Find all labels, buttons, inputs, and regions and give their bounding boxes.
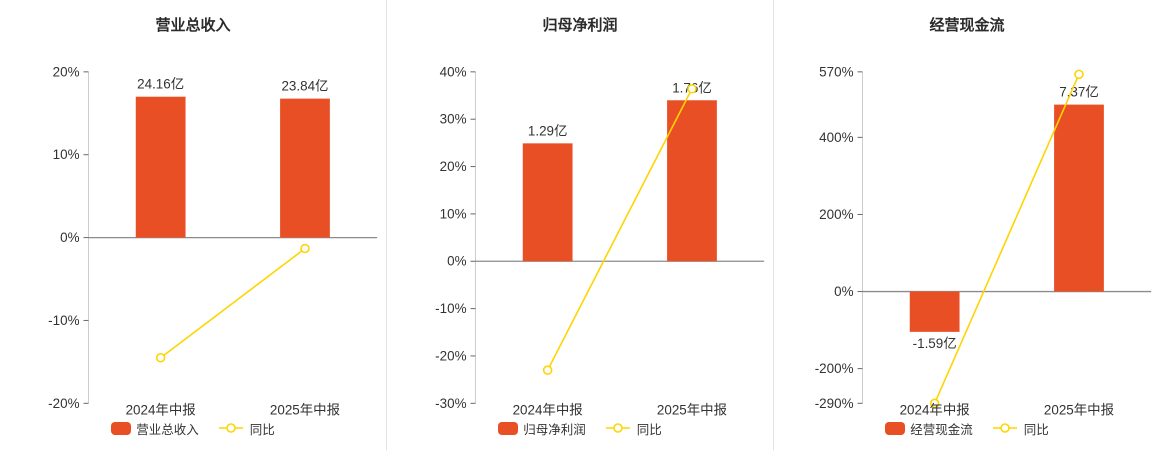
line-marker-icon xyxy=(605,423,630,433)
y-tick-label: 30% xyxy=(440,112,467,127)
legend-line-label: 同比 xyxy=(1023,422,1049,437)
yoy-marker xyxy=(1074,69,1084,80)
yoy-marker xyxy=(300,243,310,254)
yoy-marker xyxy=(929,398,940,408)
legend-item-bar: 经营现金流 xyxy=(885,420,973,437)
y-tick-label: 10% xyxy=(53,147,80,162)
line-marker-icon xyxy=(218,423,243,433)
legend-item-bar: 营业总收入 xyxy=(111,420,199,437)
category-label: 2024年中报 xyxy=(900,402,970,417)
y-tick-label: 0% xyxy=(834,284,853,299)
y-tick-label: 570% xyxy=(819,64,853,79)
revenue-chart-plot: 20% 10% 0% -10% -20% 24.16亿 23.84亿 2024年中报 2025年… xyxy=(48,64,378,417)
bar xyxy=(1054,104,1104,292)
legend-item-line: 同比 xyxy=(217,420,275,437)
category-label: 2024年中报 xyxy=(126,402,196,417)
legend-line-label: 同比 xyxy=(249,422,275,437)
bar-swatch-icon xyxy=(498,421,519,435)
bar-swatch-icon xyxy=(885,421,906,435)
line-marker-icon xyxy=(992,423,1017,433)
y-tick-label: -20% xyxy=(48,396,79,411)
bar-value-label: 24.16亿 xyxy=(137,77,184,92)
legend-item-line: 同比 xyxy=(604,420,662,437)
bar-value-label: 23.84亿 xyxy=(281,79,328,94)
y-tick-label: -10% xyxy=(48,313,79,328)
y-tick-label: 400% xyxy=(819,130,853,145)
y-tick-label: 20% xyxy=(53,64,80,79)
panel-cash-flow: 经营现金流 570% 400% 200% 0% -200% -290% -1.59亿 7.37… xyxy=(773,0,1160,450)
y-tick-label: 200% xyxy=(819,207,853,222)
y-tick-label: 40% xyxy=(440,64,467,79)
bar-value-label: 7.37亿 xyxy=(1059,85,1099,100)
y-tick-label: -20% xyxy=(435,348,466,363)
y-tick-label: 20% xyxy=(440,159,467,174)
chart-title-net-profit: 归母净利润 xyxy=(542,17,618,34)
bar-swatch-icon xyxy=(111,421,132,435)
chart-title-revenue: 营业总收入 xyxy=(155,17,231,34)
bar-value-label: 1.29亿 xyxy=(528,123,568,138)
y-tick-label: -30% xyxy=(435,396,466,411)
yoy-line xyxy=(933,73,1080,404)
net-profit-chart-plot: 40%30%20%10%0%-10%-20%-30%1.29亿1.76亿2024… xyxy=(435,64,765,417)
y-tick-label: -10% xyxy=(435,301,466,316)
cash-flow-chart-plot: 570% 400% 200% 0% -200% -290% -1.59亿 7.37亿 2024年… xyxy=(815,64,1152,417)
legend-line-label: 同比 xyxy=(636,422,662,437)
y-tick-label: 0% xyxy=(60,230,79,245)
revenue-chart-legend: 营业总收入 同比 xyxy=(111,418,275,450)
bar-value-label: -1.59亿 xyxy=(913,336,957,351)
legend-item-line: 同比 xyxy=(991,420,1049,437)
panel-revenue: 营业总收入 20% 10% 0% -10% -20% 24.16亿 23.84亿 2024年中… xyxy=(0,0,386,450)
yoy-marker xyxy=(155,352,166,363)
bar xyxy=(522,143,573,262)
bar xyxy=(667,100,717,262)
y-tick-label: -200% xyxy=(815,361,854,376)
legend-bar-label: 归母净利润 xyxy=(523,422,586,437)
legend-bar-label: 营业总收入 xyxy=(136,422,199,437)
yoy-line xyxy=(546,88,693,371)
cash-flow-chart-legend: 经营现金流 同比 xyxy=(885,418,1049,450)
yoy-line xyxy=(160,247,306,359)
category-label: 2025年中报 xyxy=(1044,402,1114,417)
y-tick-label: 0% xyxy=(447,254,466,269)
legend-bar-label: 经营现金流 xyxy=(910,422,973,437)
category-label: 2025年中报 xyxy=(657,402,727,417)
bar xyxy=(280,98,330,238)
panel-net-profit: 归母净利润 40%30%20%10%0%-10%-20%-30%1.29亿1.7… xyxy=(386,0,773,450)
y-tick-label: 10% xyxy=(440,206,467,221)
bar xyxy=(135,96,186,238)
net-profit-chart-legend: 归母净利润 同比 xyxy=(498,418,662,450)
legend-item-bar: 归母净利润 xyxy=(498,420,586,437)
yoy-marker xyxy=(687,83,697,94)
category-label: 2025年中报 xyxy=(270,402,340,417)
category-label: 2024年中报 xyxy=(513,402,583,417)
bar xyxy=(909,291,960,332)
yoy-marker xyxy=(542,365,553,375)
chart-title-cash-flow: 经营现金流 xyxy=(929,17,1005,34)
y-tick-label: -290% xyxy=(815,396,854,411)
